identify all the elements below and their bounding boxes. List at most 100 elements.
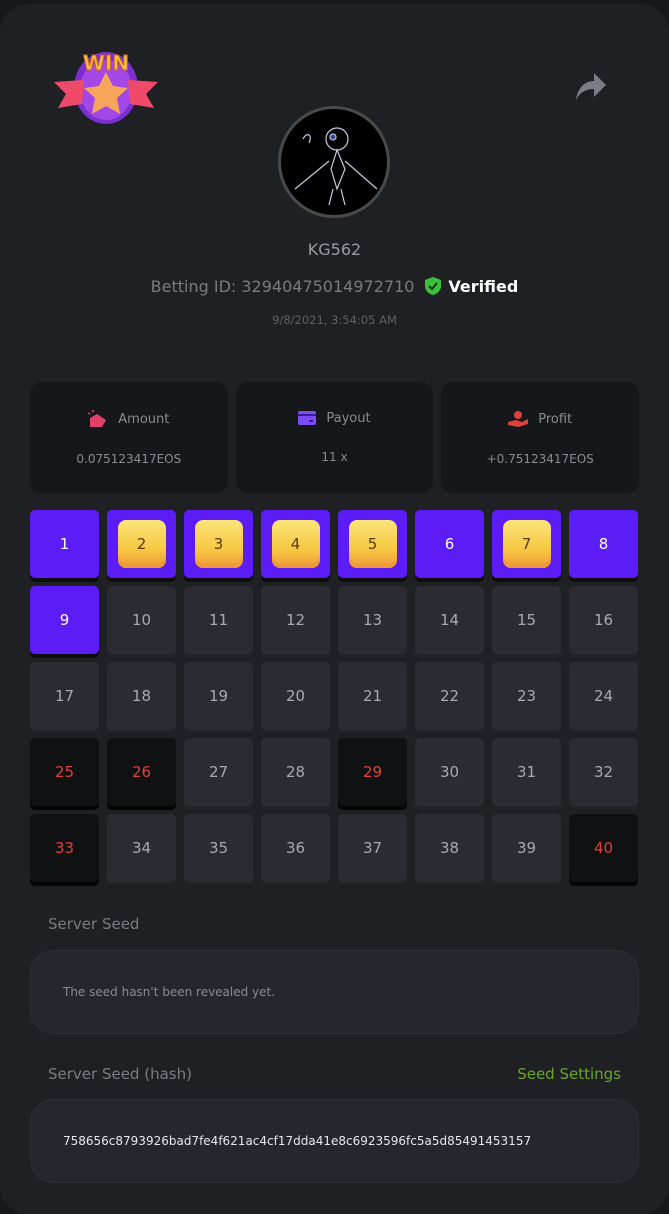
shield-check-icon	[425, 277, 442, 295]
hand-coin-icon	[508, 411, 529, 427]
grid-cell-30[interactable]: 30	[415, 738, 484, 806]
cell-number: 31	[516, 763, 537, 781]
grid-cell-3[interactable]: 3	[184, 510, 253, 578]
grid-cell-10[interactable]: 10	[107, 586, 176, 654]
cell-number: 9	[59, 611, 70, 629]
stat-label: Amount	[118, 411, 170, 427]
grid-cell-13[interactable]: 13	[338, 586, 407, 654]
cell-number: 39	[516, 839, 537, 857]
cell-number: 14	[439, 611, 460, 629]
server-seed-hash-value[interactable]: 758656c8793926bad7fe4f621ac4cf17dda41e8c…	[63, 1134, 532, 1148]
grid-cell-27[interactable]: 27	[184, 738, 253, 806]
cell-number: 25	[54, 763, 75, 781]
grid-cell-11[interactable]: 11	[184, 586, 253, 654]
stat-value: 0.075123417EOS	[76, 452, 182, 466]
betting-id: Betting ID: 32940475014972710	[150, 276, 415, 296]
stat-profit: Profit +0.75123417EOS	[441, 382, 640, 493]
grid-cell-40[interactable]: 40	[569, 814, 638, 882]
cell-number: 15	[516, 611, 537, 629]
cell-number: 21	[362, 687, 383, 705]
cell-number: 37	[362, 839, 383, 857]
grid-cell-12[interactable]: 12	[261, 586, 330, 654]
avatar	[278, 106, 390, 218]
grid-cell-32[interactable]: 32	[569, 738, 638, 806]
grid-cell-31[interactable]: 31	[492, 738, 561, 806]
grid-cell-7[interactable]: 7	[492, 510, 561, 578]
cell-number: 2	[136, 535, 147, 553]
grid-cell-26[interactable]: 26	[107, 738, 176, 806]
cell-number: 30	[439, 763, 460, 781]
stats-row: Amount 0.075123417EOS Payout 11 x Profit…	[30, 382, 640, 493]
grid-cell-9[interactable]: 9	[30, 586, 99, 654]
server-seed-hash-label: Server Seed (hash)	[48, 1065, 192, 1083]
cell-number: 13	[362, 611, 383, 629]
grid-cell-15[interactable]: 15	[492, 586, 561, 654]
server-seed-label: Server Seed	[48, 915, 140, 933]
cell-number: 6	[444, 535, 455, 553]
bet-date: 9/8/2021, 3:54:05 AM	[272, 313, 397, 327]
grid-cell-18[interactable]: 18	[107, 662, 176, 730]
betting-id-row: Betting ID: 32940475014972710 Verified	[0, 276, 669, 296]
grid-cell-21[interactable]: 21	[338, 662, 407, 730]
grid-cell-5[interactable]: 5	[338, 510, 407, 578]
grid-cell-16[interactable]: 16	[569, 586, 638, 654]
grid-cell-29[interactable]: 29	[338, 738, 407, 806]
grid-cell-8[interactable]: 8	[569, 510, 638, 578]
verified-label: Verified	[448, 276, 519, 296]
grid-cell-25[interactable]: 25	[30, 738, 99, 806]
grid-cell-19[interactable]: 19	[184, 662, 253, 730]
cell-number: 26	[131, 763, 152, 781]
cell-number: 8	[598, 535, 609, 553]
cell-number: 7	[521, 535, 532, 553]
cell-number: 17	[54, 687, 75, 705]
server-seed-hash-box[interactable]: 758656c8793926bad7fe4f621ac4cf17dda41e8c…	[30, 1099, 639, 1183]
grid-cell-17[interactable]: 17	[30, 662, 99, 730]
grid-cell-4[interactable]: 4	[261, 510, 330, 578]
grid-cell-2[interactable]: 2	[107, 510, 176, 578]
cell-number: 32	[593, 763, 614, 781]
card-icon	[298, 411, 317, 425]
cell-number: 10	[131, 611, 152, 629]
svg-text:WIN: WIN	[83, 51, 129, 75]
grid-cell-22[interactable]: 22	[415, 662, 484, 730]
stat-amount: Amount 0.075123417EOS	[30, 382, 228, 493]
cell-number: 28	[285, 763, 306, 781]
cell-number: 29	[362, 763, 383, 781]
cell-number: 11	[208, 611, 229, 629]
stat-label: Payout	[326, 410, 371, 426]
stat-value: +0.75123417EOS	[486, 452, 594, 466]
win-badge-logo: WIN	[52, 46, 160, 126]
stat-label: Profit	[538, 411, 573, 427]
cell-number: 3	[213, 535, 224, 553]
grid-cell-20[interactable]: 20	[261, 662, 330, 730]
cell-number: 23	[516, 687, 537, 705]
grid-cell-35[interactable]: 35	[184, 814, 253, 882]
seed-settings-link[interactable]: Seed Settings	[517, 1065, 621, 1083]
grid-cell-36[interactable]: 36	[261, 814, 330, 882]
grid-cell-37[interactable]: 37	[338, 814, 407, 882]
grid-cell-1[interactable]: 1	[30, 510, 99, 578]
cell-number: 18	[131, 687, 152, 705]
cell-number: 4	[290, 535, 301, 553]
grid-cell-33[interactable]: 33	[30, 814, 99, 882]
verified-badge: Verified	[424, 276, 518, 296]
share-icon[interactable]	[572, 70, 608, 104]
gem-icon: 5	[348, 520, 397, 568]
stat-payout: Payout 11 x	[235, 382, 434, 493]
grid-cell-23[interactable]: 23	[492, 662, 561, 730]
cell-number: 16	[593, 611, 614, 629]
grid-cell-24[interactable]: 24	[569, 662, 638, 730]
gem-icon: 2	[117, 520, 166, 568]
number-grid: 1 2 3 4 5 6 7 8 9 10 11 12 13 14 15 16 17 18 19 20 21 22 23 24 2…	[30, 510, 639, 882]
grid-cell-39[interactable]: 39	[492, 814, 561, 882]
grid-cell-6[interactable]: 6	[415, 510, 484, 578]
cell-number: 20	[285, 687, 306, 705]
cell-number: 1	[59, 535, 70, 553]
grid-cell-38[interactable]: 38	[415, 814, 484, 882]
grid-cell-34[interactable]: 34	[107, 814, 176, 882]
cell-number: 40	[593, 839, 614, 857]
cell-number: 35	[208, 839, 229, 857]
grid-cell-28[interactable]: 28	[261, 738, 330, 806]
grid-cell-14[interactable]: 14	[415, 586, 484, 654]
cell-number: 5	[367, 535, 378, 553]
